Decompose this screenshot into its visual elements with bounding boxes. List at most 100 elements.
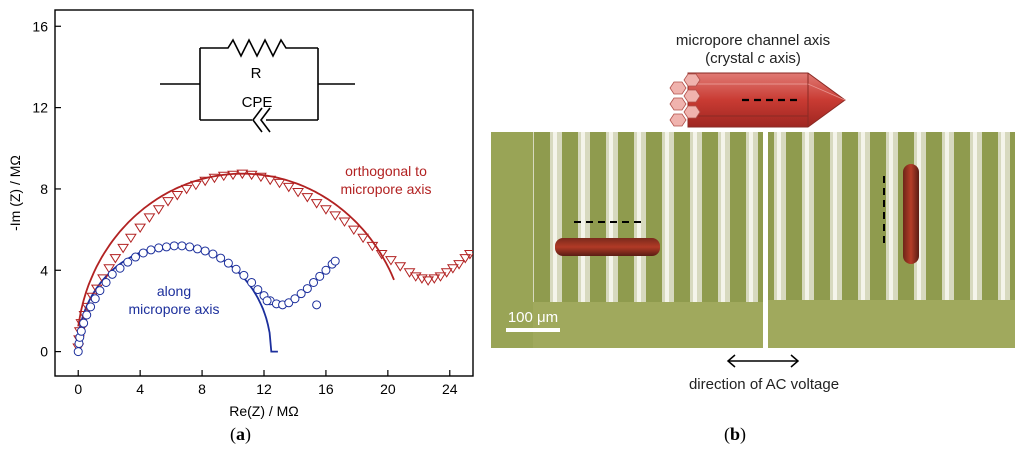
data-point-orthogonal (357, 233, 369, 244)
data-point-orthogonal (310, 199, 323, 209)
data-point-orthogonal (385, 256, 397, 266)
data-point-orthogonal (440, 268, 453, 278)
data-point-along (169, 241, 179, 251)
data-point-along (315, 271, 325, 281)
data-point-orthogonal (134, 223, 147, 234)
data-point-orthogonal (453, 260, 465, 270)
data-markers (72, 169, 473, 357)
data-point-orthogonal (428, 274, 441, 284)
data-point-along (239, 270, 249, 280)
data-point-orthogonal (464, 250, 473, 260)
y-tick-label: 0 (40, 344, 48, 360)
data-point-along (192, 244, 202, 254)
resistor-label: R (251, 65, 262, 82)
data-point-orthogonal (347, 225, 360, 236)
data-point-along (161, 242, 171, 252)
data-point-orthogonal (217, 171, 230, 182)
data-point-orthogonal (162, 197, 174, 207)
data-point-orthogonal (189, 180, 202, 191)
data-point-along (208, 249, 218, 259)
x-tick-label: 0 (74, 381, 82, 397)
crystal-title-line-1: micropore channel axis (676, 32, 830, 49)
micrograph-left: 100 μm (491, 132, 763, 348)
series-label-along-1: along (157, 283, 191, 299)
data-point-along (216, 253, 226, 263)
data-point-orthogonal (422, 276, 435, 286)
voltage-label: direction of AC voltage (689, 376, 839, 393)
data-point-along (79, 318, 89, 328)
data-point-along (309, 277, 319, 287)
data-point-along (107, 269, 117, 279)
x-axis-label: Re(Z) / MΩ (229, 403, 299, 419)
axis-ticks: 0 4 8 12 16 20 24 0 4 8 12 16 (32, 18, 457, 397)
series-label-orthogonal-2: micropore axis (340, 181, 431, 197)
data-point-orthogonal (255, 172, 267, 183)
crystal-schematic (669, 72, 846, 128)
y-axis-label: -Im (Z) / MΩ (7, 155, 23, 231)
data-point-along (290, 294, 300, 304)
data-point-orthogonal (394, 262, 407, 272)
data-point-orthogonal (143, 213, 156, 223)
data-point-orthogonal (227, 170, 239, 181)
micrograph-panel: micropore channel axis (crystal c axis) … (491, 32, 1015, 393)
data-point-along (247, 277, 257, 287)
data-point-along (90, 294, 100, 304)
x-tick-label: 8 (198, 381, 206, 397)
data-point-orthogonal (124, 233, 137, 244)
panel-label-b: (b) (724, 424, 747, 444)
data-point-along (138, 248, 148, 258)
data-point-orthogonal (152, 205, 165, 215)
data-point-along (177, 241, 187, 251)
data-point-along (312, 300, 322, 310)
data-point-orthogonal (180, 184, 193, 195)
crystal-vertical (903, 164, 919, 264)
panel-label-a: (a) (230, 424, 251, 444)
data-point-along (131, 252, 141, 262)
data-point-orthogonal (301, 193, 314, 203)
data-point-along (146, 245, 156, 255)
x-tick-label: 16 (318, 381, 334, 397)
nyquist-chart: 0 4 8 12 16 20 24 0 4 8 12 16 R CPE orthogonal to m… (7, 9, 474, 419)
data-point-orthogonal (117, 243, 130, 254)
data-point-orthogonal (109, 254, 122, 264)
data-point-orthogonal (329, 211, 342, 221)
scale-bar (506, 328, 560, 332)
data-point-along (154, 243, 164, 253)
data-point-orthogonal (446, 264, 459, 274)
data-point-orthogonal (264, 175, 277, 186)
micrograph-right (768, 132, 1015, 348)
resistor-symbol (200, 38, 318, 58)
data-point-orthogonal (320, 205, 332, 215)
x-tick-label: 20 (380, 381, 396, 397)
data-point-along (330, 256, 340, 266)
crystal-title-line-2: (crystal c axis) (705, 50, 801, 67)
data-point-along (86, 302, 96, 312)
data-point-orthogonal (434, 272, 447, 282)
data-point-along (223, 258, 233, 268)
data-point-along (115, 263, 125, 273)
data-point-along (123, 257, 133, 267)
data-point-orthogonal (338, 217, 351, 227)
series-label-orthogonal-1: orthogonal to (345, 163, 427, 179)
x-tick-label: 12 (256, 381, 272, 397)
data-point-orthogonal (199, 176, 212, 187)
data-point-along (185, 242, 195, 252)
data-point-along (73, 347, 83, 357)
data-point-along (262, 296, 272, 306)
data-point-along (302, 284, 312, 294)
equivalent-circuit (160, 38, 355, 133)
data-point-orthogonal (366, 241, 379, 252)
data-point-orthogonal (236, 169, 249, 180)
data-point-orthogonal (375, 250, 388, 260)
data-point-along (253, 285, 263, 295)
cpe-label: CPE (242, 94, 273, 111)
data-point-along (231, 264, 241, 274)
series-label-along-2: micropore axis (128, 301, 219, 317)
cpe-symbol (252, 107, 263, 133)
data-point-along (321, 265, 331, 275)
x-tick-label: 24 (442, 381, 458, 397)
data-point-orthogonal (282, 182, 295, 193)
y-tick-label: 4 (40, 262, 48, 278)
data-point-along (284, 298, 294, 308)
data-point-along (296, 289, 306, 299)
